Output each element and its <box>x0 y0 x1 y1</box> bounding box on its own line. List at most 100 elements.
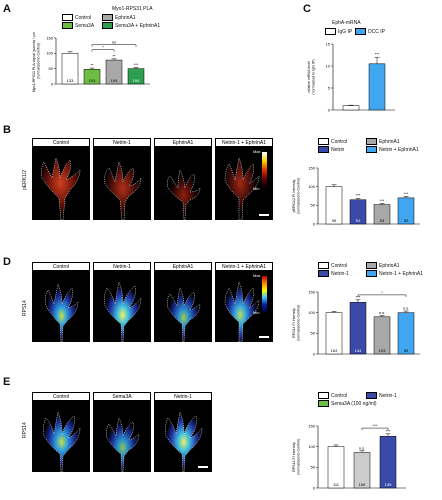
y-tick-label: 50 <box>311 465 316 470</box>
n-label: 194 <box>133 78 140 83</box>
y-tick-label: 50 <box>49 66 54 71</box>
significance-label: *** <box>404 191 409 196</box>
y-tick-label: 5 <box>328 85 331 90</box>
legend-item: Sema3A <box>62 22 94 30</box>
tile-label: Sema3A <box>93 392 151 401</box>
comparison-bracket <box>357 294 407 297</box>
growth-cone-image <box>224 281 260 342</box>
panel-e-chart: RPS14 FI intensity (normalized to Control… <box>292 423 406 490</box>
significance-label: *** <box>134 62 139 67</box>
y-tick-label: 0 <box>51 81 54 86</box>
scale-bar <box>198 466 208 468</box>
colorbar-max-label: Max <box>253 149 261 154</box>
significance-label: ** <box>112 53 116 58</box>
y-axis-label: (normalized to Control) <box>297 305 301 342</box>
tile-label: Netrin-1 <box>93 138 151 147</box>
y-axis-label: RPS14 FI intensity <box>292 442 296 472</box>
n-label: 92 <box>404 218 409 223</box>
significance-label: ns <box>112 40 116 45</box>
image-tile: Sema3A <box>93 392 151 472</box>
panel-d-side-label: RPS14 <box>22 300 28 316</box>
image-tile: Netrin-1 + EphrinA1 Max Min <box>215 138 273 220</box>
legend-item: EphrinA1 <box>366 138 400 146</box>
legend-item: EphrinA1 <box>102 14 136 22</box>
y-tick-label: 10 <box>326 63 331 68</box>
legend-item: EphrinA1 <box>366 262 400 270</box>
y-tick-label: 100 <box>308 444 315 449</box>
image-tile: EphrinA1 <box>154 138 212 220</box>
bar <box>349 199 367 225</box>
y-tick-label: 0 <box>313 351 316 356</box>
y-axis-label: pERK1/2 FI intensity <box>292 179 296 212</box>
bar <box>379 436 397 489</box>
y-tick-label: 150 <box>308 289 315 294</box>
tile-label: Control <box>32 138 90 147</box>
y-tick-label: 0 <box>313 485 316 490</box>
image-tile: Netrin-1 <box>93 138 151 220</box>
growth-cone-image <box>41 157 81 220</box>
panel-letter-e: E <box>3 376 11 388</box>
growth-cone-image <box>165 411 203 472</box>
bar <box>325 186 343 225</box>
legend-item: Control <box>318 138 347 146</box>
image-tile: Netrin-1 <box>154 392 212 472</box>
legend-item: Netrin <box>318 146 344 154</box>
tile-label: Control <box>32 262 90 271</box>
legend-item: Netrin-1 <box>318 270 349 278</box>
panel-letter-b: B <box>3 124 11 136</box>
tile-label: Control <box>32 392 90 401</box>
panel-letter-d: D <box>3 256 11 268</box>
y-axis-label: relative mRNA level <box>307 61 311 93</box>
panel-a-legend: Control Sema3A EphrinA1 Sema3A + EphrinA… <box>62 14 202 32</box>
bar <box>353 452 371 489</box>
y-tick-label: 0 <box>313 221 316 226</box>
y-tick-label: 0 <box>328 107 331 112</box>
y-axis-label: Myo1-RPS31 PLA signal (puncta / μm²) <box>32 32 36 92</box>
n-label: 111 <box>333 482 340 487</box>
n-label: 93 <box>380 218 385 223</box>
colorbar <box>262 276 267 312</box>
growth-cone-image <box>167 287 201 342</box>
image-tile: Control <box>32 392 90 472</box>
legend-item: Sema3A + EphrinA1 <box>102 22 160 30</box>
y-axis-label: (normalized to Control) <box>297 439 301 476</box>
colorbar <box>262 152 267 188</box>
significance-label: n.s. <box>359 445 365 450</box>
scale-bar <box>259 214 269 216</box>
panel-b-legend: Control Netrin EphrinA1 Netrin + EphrinA… <box>318 138 438 156</box>
n-label: 139 <box>385 482 392 487</box>
bar <box>61 53 79 85</box>
n-label: 95 <box>332 218 337 223</box>
legend-item: Netrin-1 + EphrinA1 <box>366 270 423 278</box>
tile-label: Netrin-1 + EphrinA1 <box>215 138 273 147</box>
growth-cone-image <box>224 157 260 220</box>
image-tile: Netrin-1 <box>93 262 151 342</box>
y-axis-label: (normalized to Control) <box>37 43 41 80</box>
n-label: 103 <box>379 348 386 353</box>
tile-label: EphrinA1 <box>154 138 212 147</box>
scale-bar <box>259 336 269 338</box>
image-tile: Netrin-1 + EphrinA1 Max Min <box>215 262 273 342</box>
panel-d-chart: RPS14 FI intensity (normalized to Control… <box>292 289 420 356</box>
significance-label: *** <box>380 198 385 203</box>
panel-e-side-label: RPS14 <box>22 422 28 438</box>
colorbar-min-label: Min <box>253 186 260 191</box>
panel-c-legend: IgG IP DCC IP <box>325 28 415 36</box>
panel-b-chart: pERK1/2 FI intensity (normalized to Contr… <box>292 165 420 226</box>
panel-letter-c: C <box>303 3 311 15</box>
significance-label: n.s. <box>379 310 385 315</box>
image-tile: Control <box>32 262 90 342</box>
tile-label: Netrin-1 + EphrinA1 <box>215 262 273 271</box>
n-label: 144 <box>355 348 362 353</box>
significance-label: *** <box>375 52 380 57</box>
comparison-bracket <box>361 427 389 431</box>
y-axis-label: (normalized to IgG IP) <box>312 59 316 94</box>
legend-item: Netrin + EphrinA1 <box>366 146 419 154</box>
growth-cone-image <box>45 283 79 342</box>
legend-item: Sema3A (100 ng/ml) <box>318 400 377 408</box>
growth-cone-image <box>167 169 201 220</box>
n-label: 193 <box>89 78 96 83</box>
growth-cone-image <box>106 417 140 472</box>
legend-item: Netrin-1 <box>366 392 397 400</box>
bar <box>373 204 391 225</box>
